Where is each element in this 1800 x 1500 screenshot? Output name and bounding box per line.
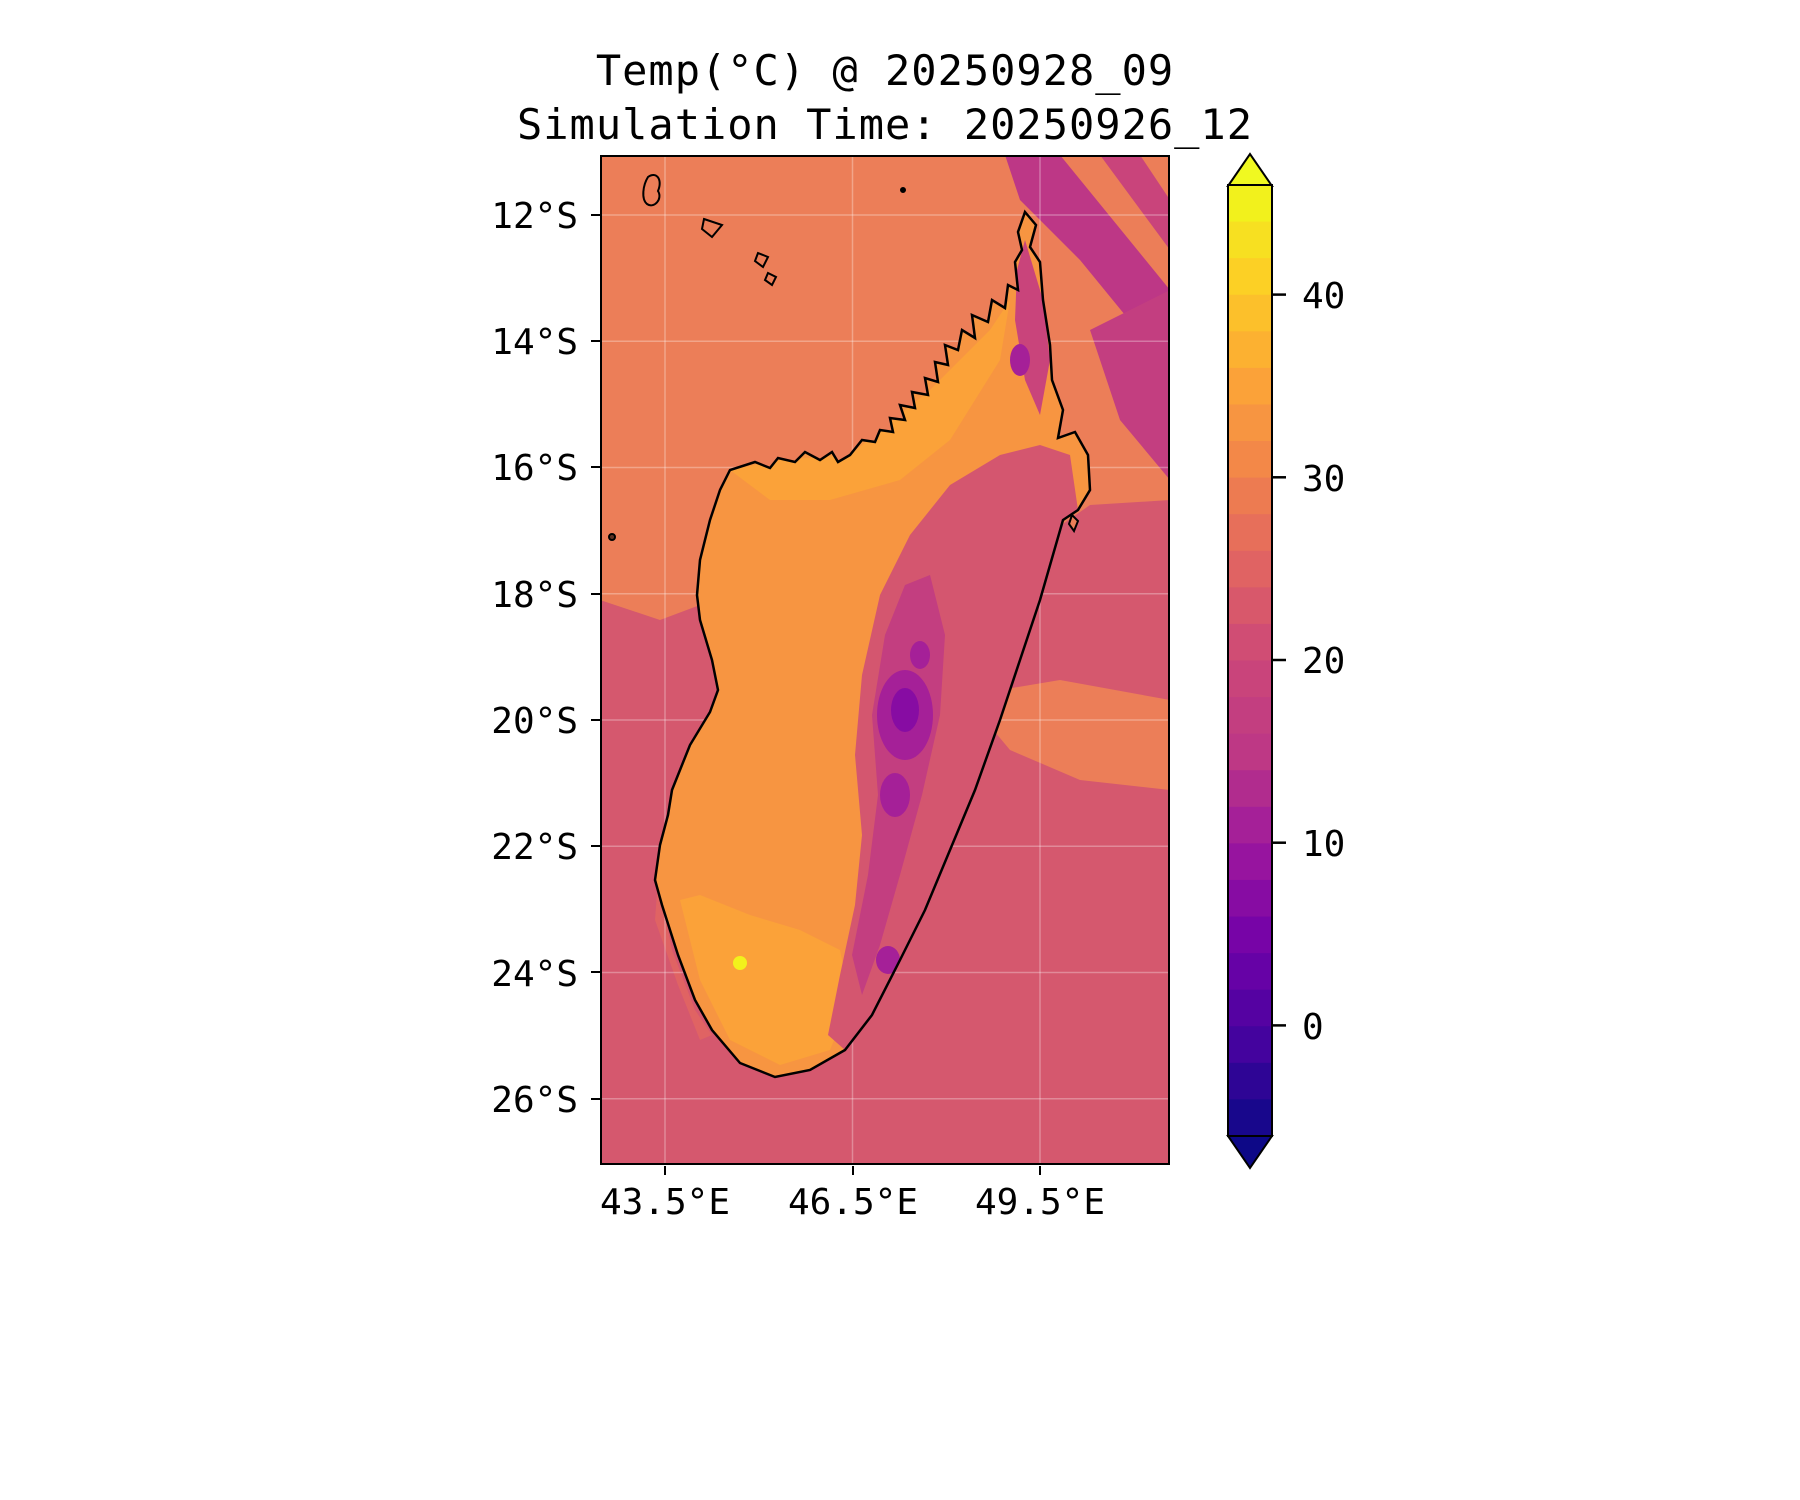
y-tick-label: 22°S — [491, 827, 578, 868]
y-tick-mark — [591, 845, 600, 847]
y-tick-label: 18°S — [491, 575, 578, 616]
colorbar — [1226, 152, 1286, 1170]
ocean-east-warm-patch — [985, 680, 1170, 790]
y-tick-mark — [591, 971, 600, 973]
y-tick-mark — [591, 466, 600, 468]
colorbar-under-arrow — [1226, 1135, 1274, 1170]
x-tick-label: 43.5°E — [599, 1182, 731, 1223]
y-tick-label: 26°S — [491, 1080, 578, 1121]
ocean-streak — [1100, 155, 1170, 250]
x-tick-mark — [852, 1166, 854, 1175]
y-tick-mark — [591, 593, 600, 595]
x-tick-mark — [664, 1166, 666, 1175]
land-warm-southwest — [680, 895, 850, 1065]
land-warm-northwest — [730, 300, 1010, 500]
y-tick-mark — [591, 1098, 600, 1100]
hot-spot — [733, 956, 747, 970]
colorbar-over-arrow — [1226, 152, 1274, 187]
colorbar-tick-label: 40 — [1302, 276, 1346, 317]
chart-subtitle: Simulation Time: 20250926_12 — [516, 100, 1253, 149]
chart-title: Temp(°C) @ 20250928_09 — [595, 46, 1175, 95]
x-tick-label: 49.5°E — [974, 1182, 1106, 1223]
colorbar-tick-label: 0 — [1302, 1007, 1324, 1048]
y-tick-label: 12°S — [491, 196, 578, 237]
y-tick-label: 24°S — [491, 954, 578, 995]
ocean-streak — [1090, 290, 1170, 480]
y-tick-label: 14°S — [491, 322, 578, 363]
x-tick-label: 46.5°E — [787, 1182, 919, 1223]
madagascar-temperature-map — [600, 155, 1170, 1165]
plot-frame — [600, 155, 1170, 1165]
y-tick-mark — [591, 214, 600, 216]
colorbar-tick-label: 30 — [1302, 459, 1346, 500]
colorbar-gradient — [1228, 185, 1272, 1137]
x-tick-mark — [1039, 1166, 1041, 1175]
y-tick-label: 16°S — [491, 448, 578, 489]
y-tick-mark — [591, 719, 600, 721]
land-temperature-patches — [680, 240, 1078, 1065]
highland-cold-patch — [910, 641, 930, 669]
colorbar-tick-label: 20 — [1302, 641, 1346, 682]
highland-coldest-core — [891, 688, 919, 732]
offshore-islands — [608, 173, 1080, 541]
colorbar-tick-label: 10 — [1302, 824, 1346, 865]
y-tick-mark — [591, 340, 600, 342]
y-tick-label: 20°S — [491, 701, 578, 742]
highland-cold-patch — [876, 946, 900, 974]
colorbar-tick-marks — [1272, 293, 1286, 1027]
highland-cold-patch — [880, 773, 910, 817]
highland-cold-patch — [1010, 344, 1030, 376]
